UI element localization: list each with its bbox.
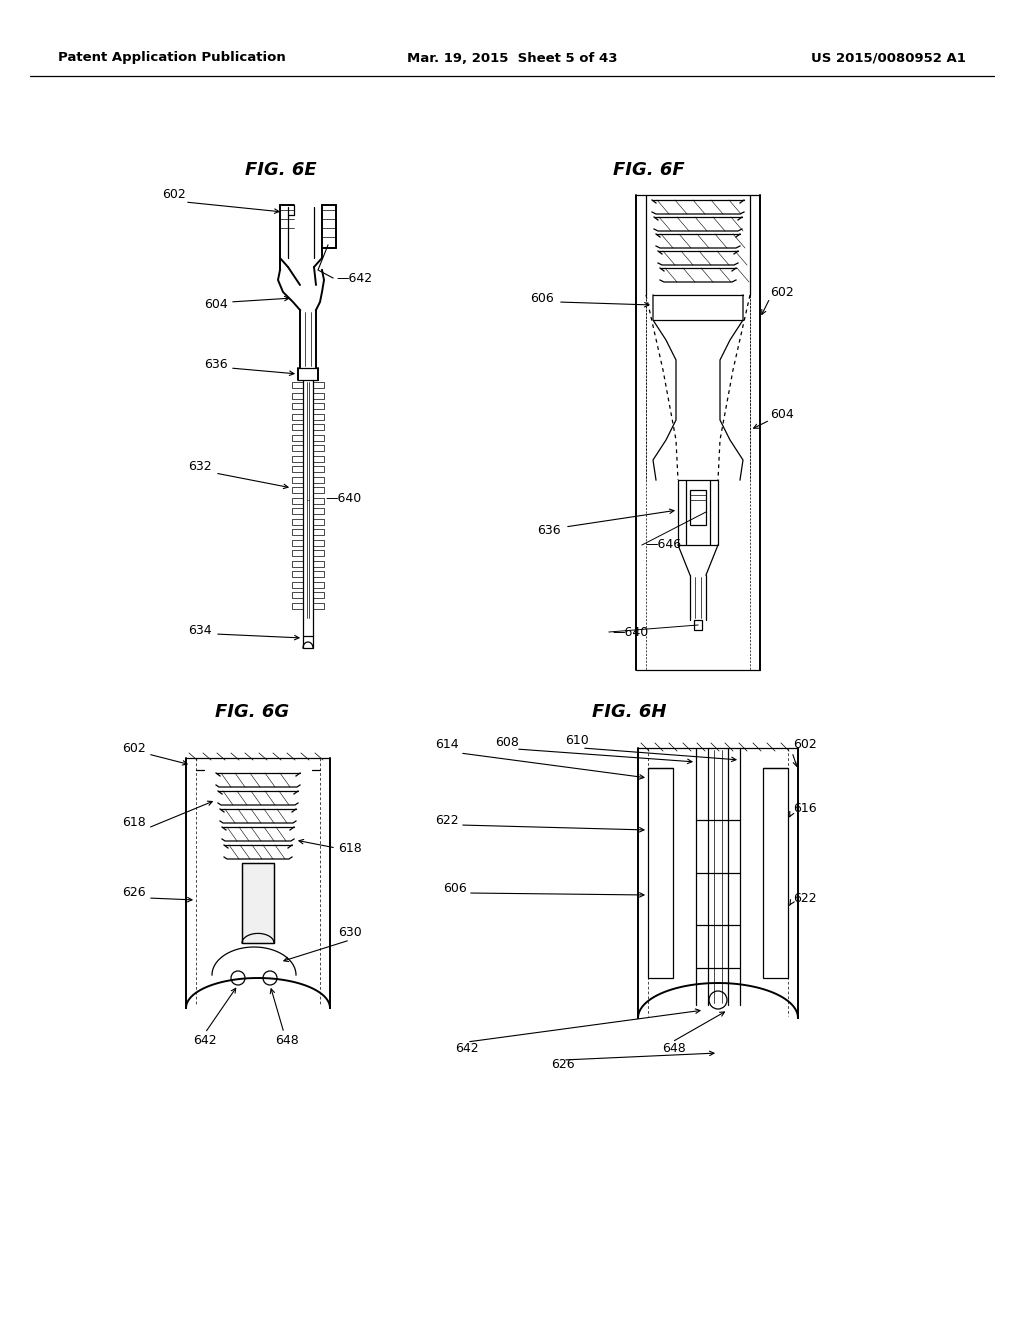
Text: 642: 642 [193,1034,217,1047]
Text: FIG. 6G: FIG. 6G [215,704,289,721]
Text: 606: 606 [530,292,554,305]
Text: —640: —640 [325,491,361,504]
Text: 636: 636 [537,524,560,536]
Text: 630: 630 [338,925,361,939]
Text: —646: —646 [645,539,681,552]
Text: 622: 622 [793,891,816,904]
Text: 602: 602 [162,189,185,202]
Text: 622: 622 [435,813,459,826]
Text: 634: 634 [188,623,212,636]
Bar [648,768,673,978]
Bar [242,863,274,942]
Text: 608: 608 [495,735,519,748]
Text: 632: 632 [188,459,212,473]
Text: 642: 642 [455,1041,478,1055]
Text: 626: 626 [122,887,145,899]
Text: 618: 618 [122,816,145,829]
Text: 602: 602 [770,285,794,298]
Text: 614: 614 [435,738,459,751]
Bar [763,768,788,978]
Text: 618: 618 [338,842,361,854]
Text: 636: 636 [204,359,227,371]
Text: 604: 604 [204,298,227,312]
Text: 616: 616 [793,801,816,814]
Text: 610: 610 [565,734,589,747]
Text: 626: 626 [551,1059,574,1072]
Text: FIG. 6E: FIG. 6E [245,161,316,180]
Bar [694,620,702,630]
Bar [690,490,706,525]
Text: 648: 648 [662,1041,686,1055]
Text: 602: 602 [793,738,817,751]
Text: 648: 648 [275,1034,299,1047]
Text: —640: —640 [612,626,648,639]
Bar [242,863,274,942]
Text: Mar. 19, 2015  Sheet 5 of 43: Mar. 19, 2015 Sheet 5 of 43 [407,51,617,65]
Text: 604: 604 [770,408,794,421]
Bar [678,480,718,545]
Text: US 2015/0080952 A1: US 2015/0080952 A1 [811,51,966,65]
Text: Patent Application Publication: Patent Application Publication [58,51,286,65]
Text: FIG. 6H: FIG. 6H [592,704,667,721]
Text: 602: 602 [122,742,145,755]
Text: —642: —642 [336,272,372,285]
Bar [303,636,313,648]
Text: FIG. 6F: FIG. 6F [613,161,685,180]
Text: 606: 606 [443,882,467,895]
